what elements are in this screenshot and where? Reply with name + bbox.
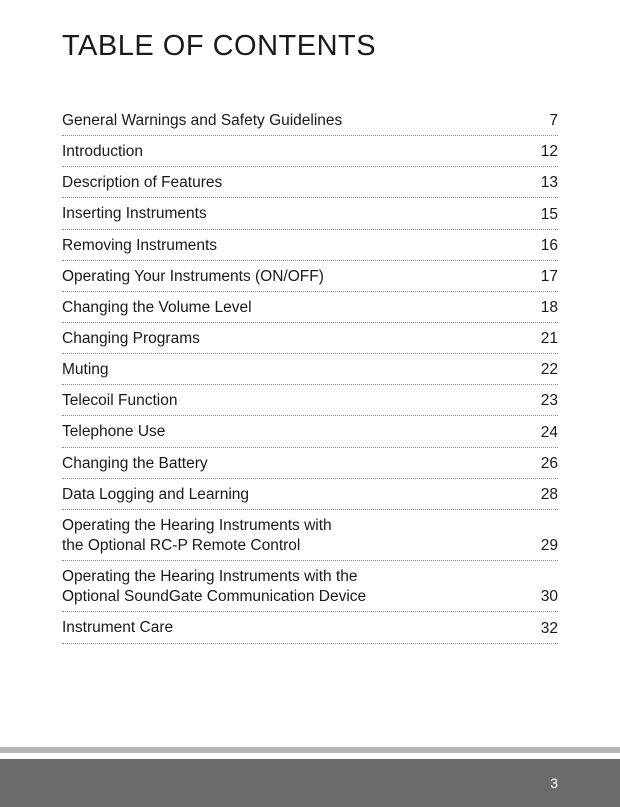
toc-row: Operating the Hearing Instruments withth… bbox=[62, 510, 558, 561]
toc-entry-page: 16 bbox=[530, 237, 558, 256]
page-number: 3 bbox=[550, 775, 558, 791]
toc-entry-label: Changing the Battery bbox=[62, 454, 530, 474]
toc-entry-label: General Warnings and Safety Guidelines bbox=[62, 111, 530, 131]
document-page: TABLE OF CONTENTS General Warnings and S… bbox=[0, 0, 620, 807]
toc-row: Changing the Volume Level18 bbox=[62, 292, 558, 323]
toc-entry-page: 28 bbox=[530, 486, 558, 505]
toc-entry-label: Telecoil Function bbox=[62, 391, 530, 411]
toc-row: Changing the Battery26 bbox=[62, 448, 558, 479]
toc-entry-page: 18 bbox=[530, 299, 558, 318]
toc-entry-label: Operating the Hearing Instruments with t… bbox=[62, 567, 530, 607]
toc-entry-page: 26 bbox=[530, 455, 558, 474]
toc-entry-label: Data Logging and Learning bbox=[62, 485, 530, 505]
toc-entry-label: Description of Features bbox=[62, 173, 530, 193]
toc-row: Description of Features13 bbox=[62, 167, 558, 198]
toc-entry-label: Telephone Use bbox=[62, 422, 530, 442]
toc-row: Data Logging and Learning28 bbox=[62, 479, 558, 510]
toc-row: Operating the Hearing Instruments with t… bbox=[62, 561, 558, 612]
toc-entry-label: Operating Your Instruments (ON/OFF) bbox=[62, 267, 530, 287]
toc-row: Telecoil Function23 bbox=[62, 385, 558, 416]
toc-entry-label: Inserting Instruments bbox=[62, 204, 530, 224]
toc-entry-page: 17 bbox=[530, 268, 558, 287]
toc-row: Changing Programs21 bbox=[62, 323, 558, 354]
footer-bar: 3 bbox=[0, 759, 620, 807]
toc-row: Operating Your Instruments (ON/OFF)17 bbox=[62, 261, 558, 292]
toc-row: Removing Instruments16 bbox=[62, 230, 558, 261]
toc-entry-page: 7 bbox=[530, 112, 558, 131]
toc-entry-page: 23 bbox=[530, 392, 558, 411]
toc-entry-label: Operating the Hearing Instruments withth… bbox=[62, 516, 530, 556]
toc-entry-page: 32 bbox=[530, 620, 558, 639]
toc-entry-page: 21 bbox=[530, 330, 558, 349]
toc-row: Muting22 bbox=[62, 354, 558, 385]
table-of-contents: General Warnings and Safety Guidelines7I… bbox=[62, 105, 558, 644]
toc-entry-page: 29 bbox=[530, 537, 558, 556]
toc-entry-page: 30 bbox=[530, 588, 558, 607]
toc-entry-label: Changing Programs bbox=[62, 329, 530, 349]
toc-row: General Warnings and Safety Guidelines7 bbox=[62, 105, 558, 136]
toc-entry-label: Muting bbox=[62, 360, 530, 380]
toc-entry-page: 13 bbox=[530, 174, 558, 193]
toc-entry-page: 15 bbox=[530, 206, 558, 225]
page-title: TABLE OF CONTENTS bbox=[62, 30, 558, 63]
toc-entry-page: 24 bbox=[530, 424, 558, 443]
toc-entry-label: Changing the Volume Level bbox=[62, 298, 530, 318]
toc-entry-label: Instrument Care bbox=[62, 618, 530, 638]
toc-entry-label: Removing Instruments bbox=[62, 236, 530, 256]
toc-entry-page: 12 bbox=[530, 143, 558, 162]
toc-row: Instrument Care32 bbox=[62, 612, 558, 643]
toc-row: Introduction12 bbox=[62, 136, 558, 167]
toc-row: Inserting Instruments15 bbox=[62, 198, 558, 229]
toc-entry-page: 22 bbox=[530, 361, 558, 380]
toc-row: Telephone Use24 bbox=[62, 416, 558, 447]
toc-entry-label: Introduction bbox=[62, 142, 530, 162]
